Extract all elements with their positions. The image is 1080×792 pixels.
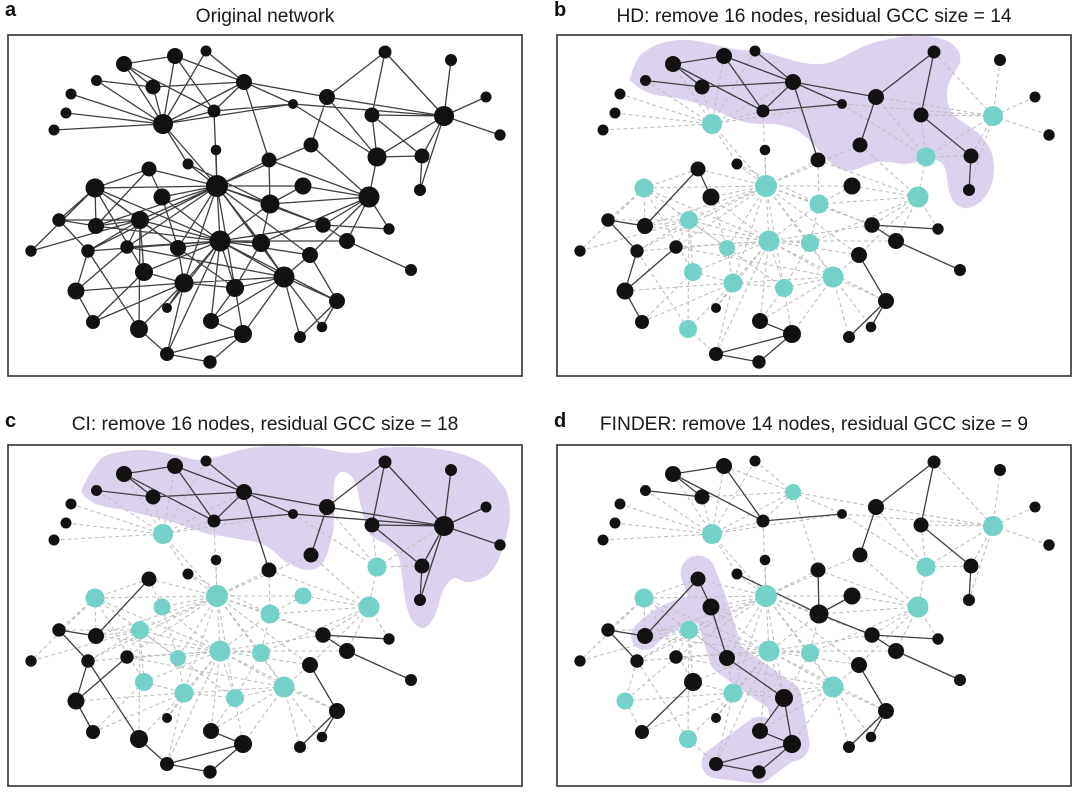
svg-text:FINDER: remove 14 nodes, resid: FINDER: remove 14 nodes, residual GCC si… xyxy=(600,414,1028,435)
svg-text:HD: remove 16 nodes, residual: HD: remove 16 nodes, residual GCC size =… xyxy=(616,6,1011,27)
svg-text:d: d xyxy=(554,410,566,432)
svg-text:c: c xyxy=(5,410,16,432)
svg-text:b: b xyxy=(554,0,566,21)
svg-text:a: a xyxy=(5,0,17,21)
svg-text:Original network: Original network xyxy=(196,6,335,27)
svg-text:CI: remove 16 nodes, residual: CI: remove 16 nodes, residual GCC size =… xyxy=(72,414,459,435)
